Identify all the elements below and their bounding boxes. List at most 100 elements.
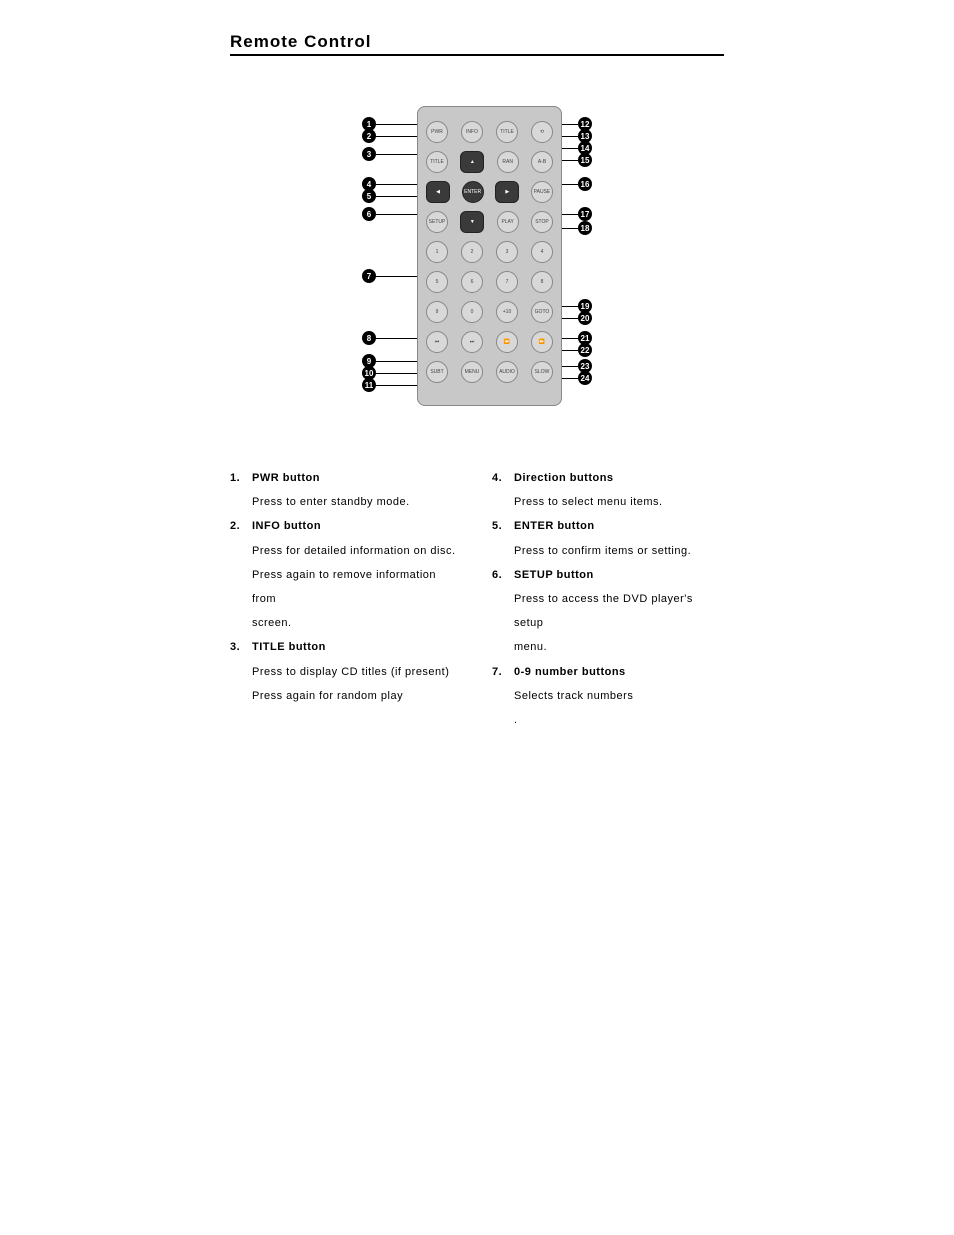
remote-button-row: TITLE▲RANA-B xyxy=(426,151,553,173)
description-body: INFO buttonPress for detailed informatio… xyxy=(252,514,462,635)
remote-button: A-B xyxy=(531,151,553,173)
description-item: 2.INFO buttonPress for detailed informat… xyxy=(230,514,462,635)
remote-diagram: PWRINFOTITLE⟲TITLE▲RANA-B◀ENTER▶PAUSESET… xyxy=(362,106,592,426)
callout-line xyxy=(562,228,578,229)
description-text: Press for detailed information on disc. xyxy=(252,539,462,563)
description-item: 3.TITLE buttonPress to display CD titles… xyxy=(230,635,462,708)
remote-button: GOTO xyxy=(531,301,553,323)
callout-line xyxy=(562,378,578,379)
remote-button: ▼ xyxy=(460,211,484,233)
remote-button: 6 xyxy=(461,271,483,293)
description-body: PWR buttonPress to enter standby mode. xyxy=(252,466,462,514)
callout-line xyxy=(376,361,417,362)
callout-line xyxy=(376,214,417,215)
callout-badge: 3 xyxy=(362,147,376,161)
description-title: PWR button xyxy=(252,466,462,490)
remote-button-row: SUBTMENUAUDIOSLOW xyxy=(426,361,553,383)
callout-line xyxy=(376,154,417,155)
description-title: SETUP button xyxy=(514,563,724,587)
description-body: SETUP buttonPress to access the DVD play… xyxy=(514,563,724,660)
callout-line xyxy=(562,124,578,125)
callout-line xyxy=(562,214,578,215)
remote-button: SUBT xyxy=(426,361,448,383)
remote-button: AUDIO xyxy=(496,361,518,383)
remote-button: ▶ xyxy=(495,181,519,203)
callout-line xyxy=(562,338,578,339)
remote-button: ▲ xyxy=(460,151,484,173)
callout-badge: 6 xyxy=(362,207,376,221)
callout-line xyxy=(562,366,578,367)
description-text: Press to confirm items or setting. xyxy=(514,539,724,563)
description-text: Press to display CD titles (if present) xyxy=(252,660,462,684)
remote-button: SETUP xyxy=(426,211,448,233)
description-body: Direction buttonsPress to select menu it… xyxy=(514,466,724,514)
callout-line xyxy=(562,318,578,319)
remote-button: 1 xyxy=(426,241,448,263)
remote-button-row: SETUP ▼ PLAY STOP xyxy=(426,211,553,233)
remote-button: 2 xyxy=(461,241,483,263)
callout-line xyxy=(562,160,578,161)
callout-line xyxy=(376,276,417,277)
description-item: 5.ENTER buttonPress to confirm items or … xyxy=(492,514,724,562)
callout-line xyxy=(562,184,578,185)
remote-button: 4 xyxy=(531,241,553,263)
description-text: menu. xyxy=(514,635,724,659)
description-body: 0-9 number buttonsSelects track numbers. xyxy=(514,660,724,733)
remote-button: ENTER xyxy=(462,181,484,203)
callout-badge: 5 xyxy=(362,189,376,203)
remote-button: MENU xyxy=(461,361,483,383)
remote-button-row: 1234 xyxy=(426,241,553,263)
callout-badge: 24 xyxy=(578,371,592,385)
remote-button: 0 xyxy=(461,301,483,323)
description-title: Direction buttons xyxy=(514,466,724,490)
description-column-left: 1.PWR buttonPress to enter standby mode.… xyxy=(230,466,462,732)
page: Remote Control PWRINFOTITLE⟲TITLE▲RANA-B… xyxy=(0,0,954,732)
callout-line xyxy=(376,124,417,125)
callout-badge: 17 xyxy=(578,207,592,221)
remote-button: TITLE xyxy=(426,151,448,173)
callout-line xyxy=(376,184,417,185)
description-item: 6.SETUP buttonPress to access the DVD pl… xyxy=(492,563,724,660)
remote-button: ⟲ xyxy=(531,121,553,143)
description-number: 3. xyxy=(230,635,252,708)
remote-button-row: 5678 xyxy=(426,271,553,293)
description-text: Press to enter standby mode. xyxy=(252,490,462,514)
description-column-right: 4.Direction buttonsPress to select menu … xyxy=(492,466,724,732)
description-text: Press again for random play xyxy=(252,684,462,708)
remote-button: 9 xyxy=(426,301,448,323)
remote-button-row: ◀ENTER▶PAUSE xyxy=(426,181,553,203)
callout-line xyxy=(376,196,417,197)
description-body: TITLE buttonPress to display CD titles (… xyxy=(252,635,462,708)
callout-badge: 8 xyxy=(362,331,376,345)
remote-button: ◀ xyxy=(426,181,450,203)
description-item: 7.0-9 number buttonsSelects track number… xyxy=(492,660,724,733)
description-title: INFO button xyxy=(252,514,462,538)
description-text: Selects track numbers xyxy=(514,684,724,708)
remote-button: +10 xyxy=(496,301,518,323)
callout-badge: 7 xyxy=(362,269,376,283)
description-item: 1.PWR buttonPress to enter standby mode. xyxy=(230,466,462,514)
remote-button: INFO xyxy=(461,121,483,143)
remote-button: STOP xyxy=(531,211,553,233)
callout-badge: 15 xyxy=(578,153,592,167)
description-number: 6. xyxy=(492,563,514,660)
callout-badge: 22 xyxy=(578,343,592,357)
remote-button: 3 xyxy=(496,241,518,263)
remote-button: ⏮ xyxy=(426,331,448,353)
description-number: 4. xyxy=(492,466,514,514)
description-columns: 1.PWR buttonPress to enter standby mode.… xyxy=(230,466,724,732)
description-text: Press to select menu items. xyxy=(514,490,724,514)
remote-body: PWRINFOTITLE⟲TITLE▲RANA-B◀ENTER▶PAUSESET… xyxy=(417,106,562,406)
description-number: 5. xyxy=(492,514,514,562)
description-text: . xyxy=(514,708,724,732)
callout-line xyxy=(376,338,417,339)
remote-button: 7 xyxy=(496,271,518,293)
callout-line xyxy=(376,136,417,137)
description-text: screen. xyxy=(252,611,462,635)
remote-button-row: ⏮⏭⏪⏩ xyxy=(426,331,553,353)
remote-button: 5 xyxy=(426,271,448,293)
callout-badge: 18 xyxy=(578,221,592,235)
description-text: Press again to remove information from xyxy=(252,563,462,611)
remote-button: PLAY xyxy=(497,211,519,233)
page-title: Remote Control xyxy=(230,32,724,56)
